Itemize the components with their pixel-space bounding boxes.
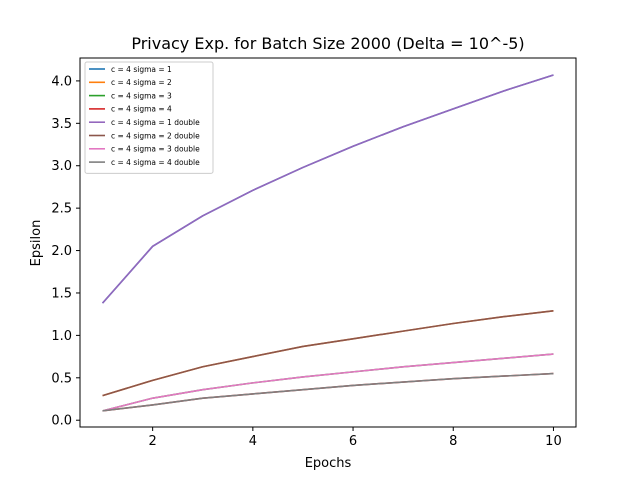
legend: c = 4 sigma = 1 c = 4 sigma = 2 c = 4 sigm… xyxy=(84,61,214,174)
x-tick-label: 10 xyxy=(545,434,562,449)
series-line-3 xyxy=(102,372,554,412)
legend-entry: c = 4 sigma = 1 double xyxy=(111,118,200,127)
y-tick-label: 2.0 xyxy=(51,244,72,259)
series-line-7 xyxy=(102,372,554,412)
y-tick-label: 1.0 xyxy=(51,329,72,344)
series-line-5 xyxy=(102,309,554,397)
legend-entry: c = 4 sigma = 2 xyxy=(111,78,172,87)
series-line-6 xyxy=(102,353,554,412)
chart-title: Privacy Exp. for Batch Size 2000 (Delta … xyxy=(131,34,524,53)
legend-entry: c = 4 sigma = 4 double xyxy=(111,158,200,167)
series-line-4 xyxy=(101,74,554,304)
legend-entry: c = 4 sigma = 3 xyxy=(111,91,172,100)
legend-entry: c = 4 sigma = 4 xyxy=(111,105,172,114)
plot-lines xyxy=(101,74,554,412)
y-tick-label: 0.5 xyxy=(51,371,72,386)
x-tick-label: 6 xyxy=(349,434,357,449)
x-tick-label: 2 xyxy=(149,434,157,449)
x-tick-label: 4 xyxy=(249,434,257,449)
y-tick-label: 3.0 xyxy=(51,159,72,174)
plot-frame xyxy=(79,57,577,428)
y-tick-label: 3.5 xyxy=(51,117,72,132)
y-axis: 0.0 0.5 1.0 1.5 2.0 2.5 3.0 3.5 4.0 xyxy=(51,74,80,429)
y-tick-label: 2.5 xyxy=(51,202,72,217)
x-tick-label: 8 xyxy=(449,434,457,449)
x-axis-label: Epochs xyxy=(305,456,352,471)
series-line-1 xyxy=(102,309,554,397)
x-axis: 2 4 6 8 10 xyxy=(149,427,562,449)
legend-entry: c = 4 sigma = 2 double xyxy=(111,131,200,140)
legend-box xyxy=(84,61,214,174)
y-axis-label: Epsilon xyxy=(29,220,44,267)
y-tick-label: 4.0 xyxy=(51,74,72,89)
legend-entry: c = 4 sigma = 1 xyxy=(111,65,172,74)
y-tick-label: 0.0 xyxy=(51,414,72,429)
legend-entry: c = 4 sigma = 3 double xyxy=(111,145,200,154)
y-tick-label: 1.5 xyxy=(51,286,72,301)
